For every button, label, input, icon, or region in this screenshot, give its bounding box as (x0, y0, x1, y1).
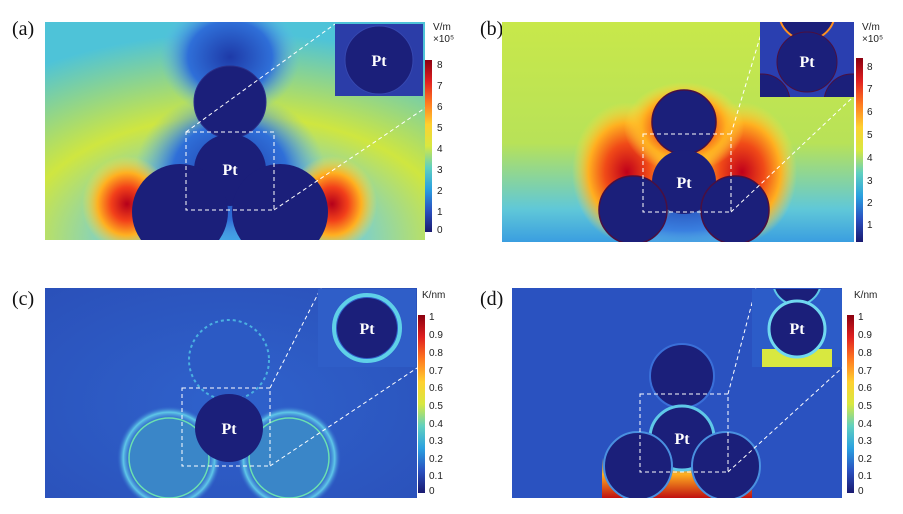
colorbar-unit-c: K/nm (422, 290, 446, 301)
inset-a: Pt (335, 24, 423, 96)
tick-c-1: 0.9 (429, 330, 443, 341)
colorbar-multiplier-a: ×10⁵ (433, 34, 455, 45)
tick-a-4: 4 (437, 144, 443, 155)
inset-pt-label-d: Pt (789, 321, 805, 338)
tick-c-5: 0.5 (429, 401, 443, 412)
tick-b-3: 5 (867, 130, 873, 141)
tick-c-4: 0.6 (429, 383, 443, 394)
tick-c-3: 0.7 (429, 366, 443, 377)
tick-d-6: 0.4 (858, 419, 872, 430)
tick-a-3: 5 (437, 123, 443, 134)
tick-b-4: 4 (867, 153, 873, 164)
colorbar-d (847, 315, 854, 493)
particle-top (193, 65, 267, 139)
tick-b-6: 2 (867, 198, 873, 209)
tick-b-1: 7 (867, 84, 873, 95)
panel-letter-b: (b) (480, 18, 504, 40)
colorbar-unit-a: V/m (433, 22, 451, 33)
panel-letter-c: (c) (12, 288, 35, 310)
colorbar-c (418, 315, 425, 493)
inset-pt-label-c: Pt (359, 321, 375, 338)
pt-label-c: Pt (221, 421, 237, 438)
tick-d-7: 0.3 (858, 436, 872, 447)
tick-b-0: 8 (867, 62, 873, 73)
tick-c-10: 0 (429, 486, 435, 497)
colorbar-unit-b: V/m (862, 22, 880, 33)
tick-c-8: 0.2 (429, 454, 443, 465)
colorbar-multiplier-b: ×10⁵ (862, 34, 884, 45)
inset-b: Pt (760, 22, 854, 97)
panel-letter-a: (a) (12, 18, 35, 40)
colorbar-a (425, 60, 432, 232)
tick-d-10: 0 (858, 486, 864, 497)
tick-d-3: 0.7 (858, 366, 872, 377)
inset-pt-label-a: Pt (371, 53, 387, 70)
panel-letter-d: (d) (480, 288, 504, 310)
tick-d-0: 1 (858, 312, 864, 323)
tick-b-5: 3 (867, 176, 873, 187)
tick-d-9: 0.1 (858, 471, 872, 482)
tick-c-9: 0.1 (429, 471, 443, 482)
pt-label-d: Pt (674, 431, 690, 448)
pt-label-b: Pt (676, 175, 692, 192)
tick-d-2: 0.8 (858, 348, 872, 359)
tick-a-5: 3 (437, 165, 443, 176)
tick-d-1: 0.9 (858, 330, 872, 341)
tick-a-0: 8 (437, 60, 443, 71)
tick-a-8: 0 (437, 225, 443, 236)
tick-d-5: 0.5 (858, 401, 872, 412)
tick-a-2: 6 (437, 102, 443, 113)
particle-right (232, 164, 328, 240)
colorbar-b (856, 58, 863, 242)
colorbar-unit-d: K/nm (854, 290, 878, 301)
tick-b-7: 1 (867, 220, 873, 231)
tick-c-7: 0.3 (429, 436, 443, 447)
particle-left (132, 164, 228, 240)
inset-c: Pt (318, 289, 416, 367)
inset-pt-label-b: Pt (799, 54, 815, 71)
tick-c-0: 1 (429, 312, 435, 323)
tick-b-2: 6 (867, 107, 873, 118)
tick-a-1: 7 (437, 81, 443, 92)
tick-a-6: 2 (437, 186, 443, 197)
tick-d-8: 0.2 (858, 454, 872, 465)
field-map-b: Pt (502, 22, 854, 242)
inset-d: Pt (752, 289, 842, 367)
tick-a-7: 1 (437, 207, 443, 218)
tick-c-6: 0.4 (429, 419, 443, 430)
zoom-box (185, 131, 275, 211)
tick-d-4: 0.6 (858, 383, 872, 394)
tick-c-2: 0.8 (429, 348, 443, 359)
pt-label-a: Pt (222, 162, 238, 179)
